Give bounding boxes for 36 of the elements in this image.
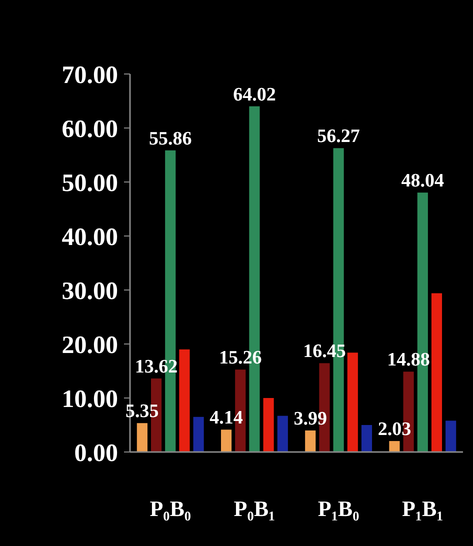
bar [277,416,288,452]
data-label: 16.45 [303,341,346,362]
data-label: 5.35 [126,401,159,422]
bar [389,441,400,452]
bar [305,430,316,452]
y-tick-label: 0.00 [74,440,118,467]
y-tick-label: 30.00 [62,278,118,305]
x-tick-label: P₀B₀ [150,496,192,521]
bar [431,293,442,452]
data-label: 2.03 [378,419,412,440]
data-label: 56.27 [317,126,360,148]
data-label: 64.02 [233,84,276,106]
bar [136,423,148,452]
bar [446,420,456,452]
data-label: 55.86 [148,128,192,150]
bar [193,416,204,452]
y-tick-label: 50.00 [62,170,118,197]
y-tick-label: 10.00 [62,386,118,413]
bar [263,398,274,452]
x-tick-label: P₁B₁ [402,496,444,521]
y-tick-label: 20.00 [62,332,118,359]
data-label: 4.14 [210,408,244,429]
data-label: 13.62 [134,356,178,378]
y-tick-label: 40.00 [62,224,118,251]
data-label: 48.04 [401,170,445,192]
data-label: 15.26 [218,348,262,369]
bar [347,352,358,452]
bar [361,425,372,452]
data-label: 14.88 [387,350,430,371]
bar [220,430,232,452]
x-tick-label: P₀B₁ [234,496,276,521]
x-tick-label: P₁B₀ [318,496,360,521]
y-tick-label: 70.00 [62,62,118,89]
bar [179,349,190,452]
y-tick-label: 60.00 [62,116,118,143]
data-label: 3.99 [294,408,327,430]
